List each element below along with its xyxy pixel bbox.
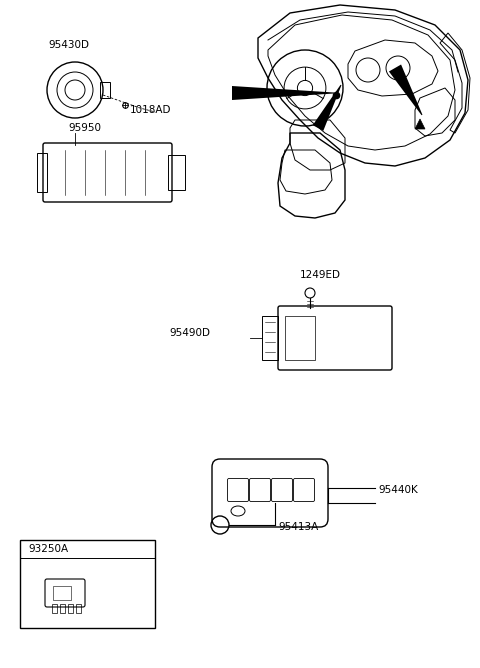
Bar — [285, 316, 315, 360]
Bar — [52, 604, 57, 613]
Bar — [68, 604, 73, 613]
Bar — [60, 604, 65, 613]
Text: 95430D: 95430D — [48, 40, 89, 50]
Text: 95950: 95950 — [68, 123, 101, 133]
Polygon shape — [415, 119, 425, 129]
Bar — [37, 153, 47, 192]
Polygon shape — [232, 86, 334, 100]
Text: 95490D: 95490D — [169, 328, 210, 338]
Text: 1249ED: 1249ED — [300, 270, 341, 280]
Text: 93250A: 93250A — [28, 544, 68, 554]
Bar — [20, 540, 155, 628]
Bar — [76, 604, 81, 613]
Bar — [53, 586, 71, 600]
Text: 95413A: 95413A — [278, 522, 318, 532]
Polygon shape — [312, 85, 341, 131]
Polygon shape — [389, 65, 422, 116]
Text: 95440K: 95440K — [378, 485, 418, 495]
Text: 1018AD: 1018AD — [130, 105, 171, 115]
